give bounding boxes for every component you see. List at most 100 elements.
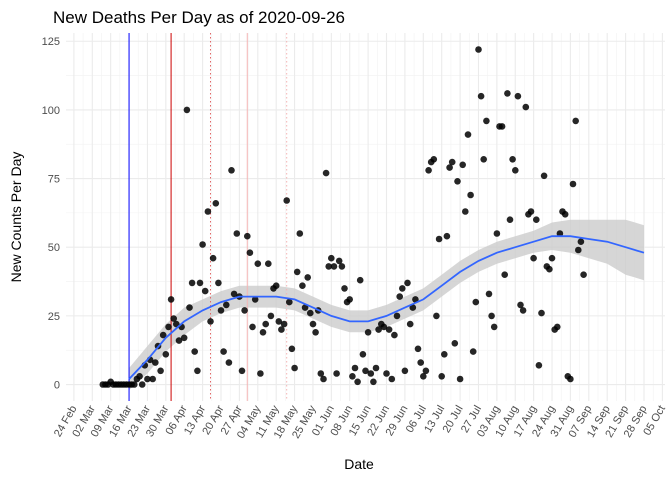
confidence-band <box>129 219 645 390</box>
data-point <box>162 351 170 358</box>
data-point <box>152 359 159 366</box>
data-point <box>259 329 267 336</box>
data-point <box>359 351 367 358</box>
data-point <box>388 375 396 383</box>
data-point <box>217 307 225 314</box>
data-point <box>257 370 264 377</box>
data-point <box>404 279 411 287</box>
data-point <box>220 348 227 355</box>
data-point <box>399 285 406 292</box>
data-point <box>346 296 354 303</box>
data-point <box>144 375 151 383</box>
data-point <box>275 318 283 325</box>
data-point <box>286 298 293 306</box>
data-point <box>485 290 493 298</box>
data-point <box>293 268 301 276</box>
data-point <box>322 169 330 177</box>
data-point <box>396 293 404 300</box>
data-point <box>199 241 206 248</box>
x-axis-title: Date <box>344 456 374 472</box>
data-point <box>191 348 198 355</box>
data-point <box>517 301 524 309</box>
data-point <box>262 320 270 328</box>
data-point <box>196 279 204 287</box>
data-point <box>567 375 574 383</box>
data-point <box>225 359 233 366</box>
data-point <box>333 370 340 377</box>
y-tick-label: 125 <box>42 36 60 48</box>
data-point <box>580 271 587 279</box>
data-point <box>186 304 193 311</box>
data-point <box>441 351 448 358</box>
y-tick-label: 0 <box>54 380 60 392</box>
smooth-line <box>128 235 645 380</box>
data-point <box>320 375 327 383</box>
data-point <box>351 364 359 372</box>
data-point <box>472 298 480 306</box>
data-point <box>307 309 314 317</box>
data-point <box>246 249 254 256</box>
data-point <box>443 232 451 240</box>
data-point <box>173 320 180 328</box>
data-point <box>149 375 156 383</box>
data-point <box>267 312 275 320</box>
data-point <box>364 329 372 336</box>
data-point <box>454 178 461 185</box>
data-point <box>349 373 356 380</box>
data-point <box>207 318 214 325</box>
data-point <box>417 359 425 366</box>
y-axis-title: New Counts Per Day <box>8 152 24 283</box>
reference-lines <box>128 33 288 401</box>
data-point <box>265 260 272 268</box>
y-tick-label: 75 <box>48 174 60 186</box>
data-point <box>540 172 548 180</box>
data-point <box>469 348 477 355</box>
data-point <box>272 282 280 290</box>
data-point <box>391 331 398 339</box>
data-point <box>180 334 188 342</box>
data-point <box>204 208 212 215</box>
data-point <box>356 276 364 284</box>
data-point <box>209 254 217 262</box>
y-tick-label: 100 <box>42 105 60 117</box>
data-point <box>561 211 569 218</box>
data-point <box>535 362 543 369</box>
data-point <box>519 307 527 314</box>
data-point <box>159 331 167 339</box>
data-point <box>509 156 516 163</box>
data-point <box>325 263 333 270</box>
data-point <box>412 296 419 303</box>
data-point <box>533 216 540 223</box>
data-point <box>354 378 361 386</box>
data-point <box>288 345 296 353</box>
data-point <box>138 381 146 388</box>
data-point <box>249 323 256 331</box>
data-point <box>462 208 469 215</box>
data-point <box>370 378 377 386</box>
data-point <box>233 230 241 237</box>
smooth-trend <box>128 235 645 380</box>
data-point <box>241 307 248 314</box>
data-point <box>280 320 288 328</box>
data-point <box>554 323 561 331</box>
data-point <box>464 131 472 138</box>
data-point <box>433 312 440 320</box>
chart-title: New Deaths Per Day as of 2020-09-26 <box>53 8 345 27</box>
data-point <box>546 265 553 273</box>
data-point <box>362 367 369 375</box>
data-point <box>456 375 464 383</box>
data-point <box>167 296 175 303</box>
data-point <box>165 323 172 331</box>
data-point <box>304 274 312 281</box>
data-point <box>480 156 488 163</box>
data-point <box>393 312 401 320</box>
data-point <box>301 304 309 311</box>
data-point <box>530 254 537 262</box>
data-point <box>490 323 498 331</box>
data-point <box>435 235 443 243</box>
data-point <box>577 238 585 245</box>
data-point <box>175 337 183 344</box>
data-point <box>548 254 556 262</box>
data-point <box>425 167 432 174</box>
